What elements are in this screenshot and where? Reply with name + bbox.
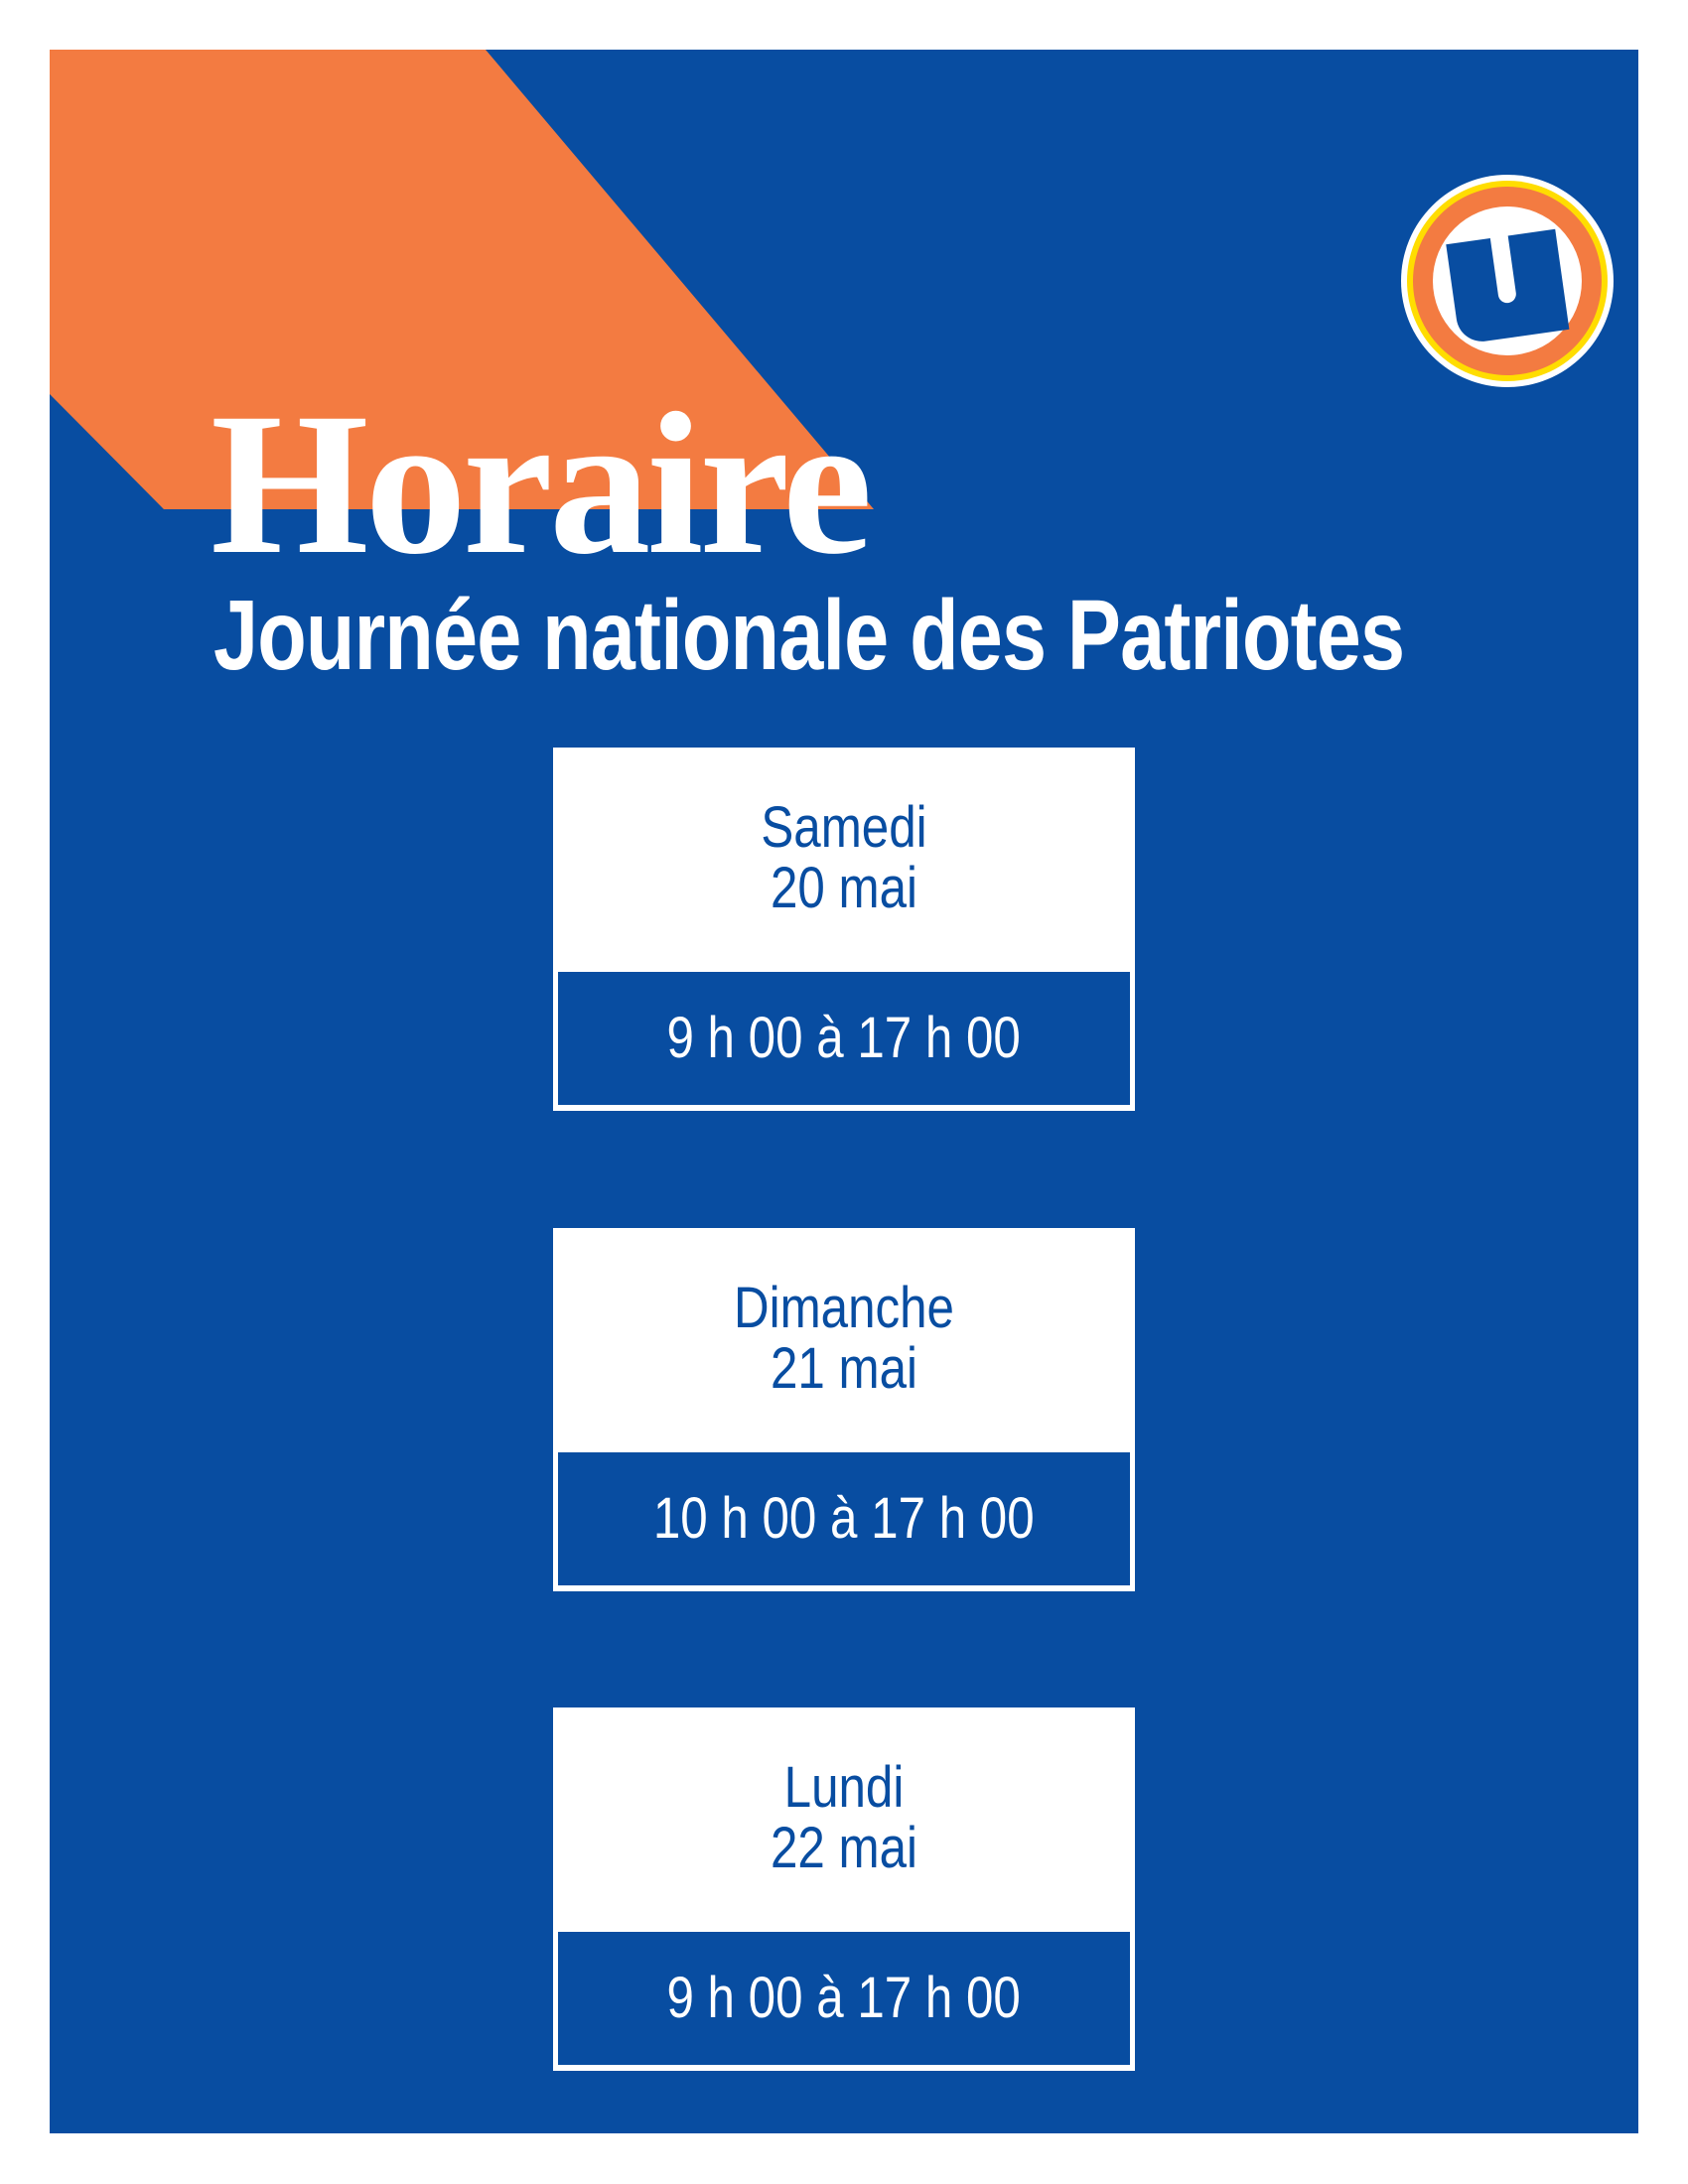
u-logo-icon	[1401, 175, 1614, 387]
day-label: Lundi 22 mai	[553, 1757, 1135, 1878]
schedule-card-monday: Lundi 22 mai 9 h 00 à 17 h 00	[553, 1707, 1135, 2071]
hours-text: 10 h 00 à 17 h 00	[653, 1486, 1035, 1551]
day-label: Dimanche 21 mai	[553, 1278, 1135, 1399]
day-date: 20 mai	[771, 856, 917, 920]
schedule-card-sunday: Dimanche 21 mai 10 h 00 à 17 h 00	[553, 1228, 1135, 1591]
day-date: 22 mai	[771, 1816, 917, 1880]
hours-band: 9 h 00 à 17 h 00	[558, 1932, 1130, 2065]
hours-band: 9 h 00 à 17 h 00	[558, 972, 1130, 1105]
day-name: Lundi	[783, 1755, 905, 1820]
hours-text: 9 h 00 à 17 h 00	[666, 1966, 1022, 2030]
day-date: 21 mai	[771, 1336, 917, 1401]
day-name: Dimanche	[734, 1276, 954, 1340]
page-subtitle: Journée nationale des Patriotes	[213, 580, 1405, 691]
hours-band: 10 h 00 à 17 h 00	[558, 1452, 1130, 1585]
day-label: Samedi 20 mai	[553, 797, 1135, 918]
orange-shadow-band	[50, 50, 874, 509]
day-name: Samedi	[761, 795, 927, 860]
hours-text: 9 h 00 à 17 h 00	[666, 1006, 1022, 1070]
schedule-card-saturday: Samedi 20 mai 9 h 00 à 17 h 00	[553, 748, 1135, 1111]
page-title: Horaire	[211, 371, 873, 597]
